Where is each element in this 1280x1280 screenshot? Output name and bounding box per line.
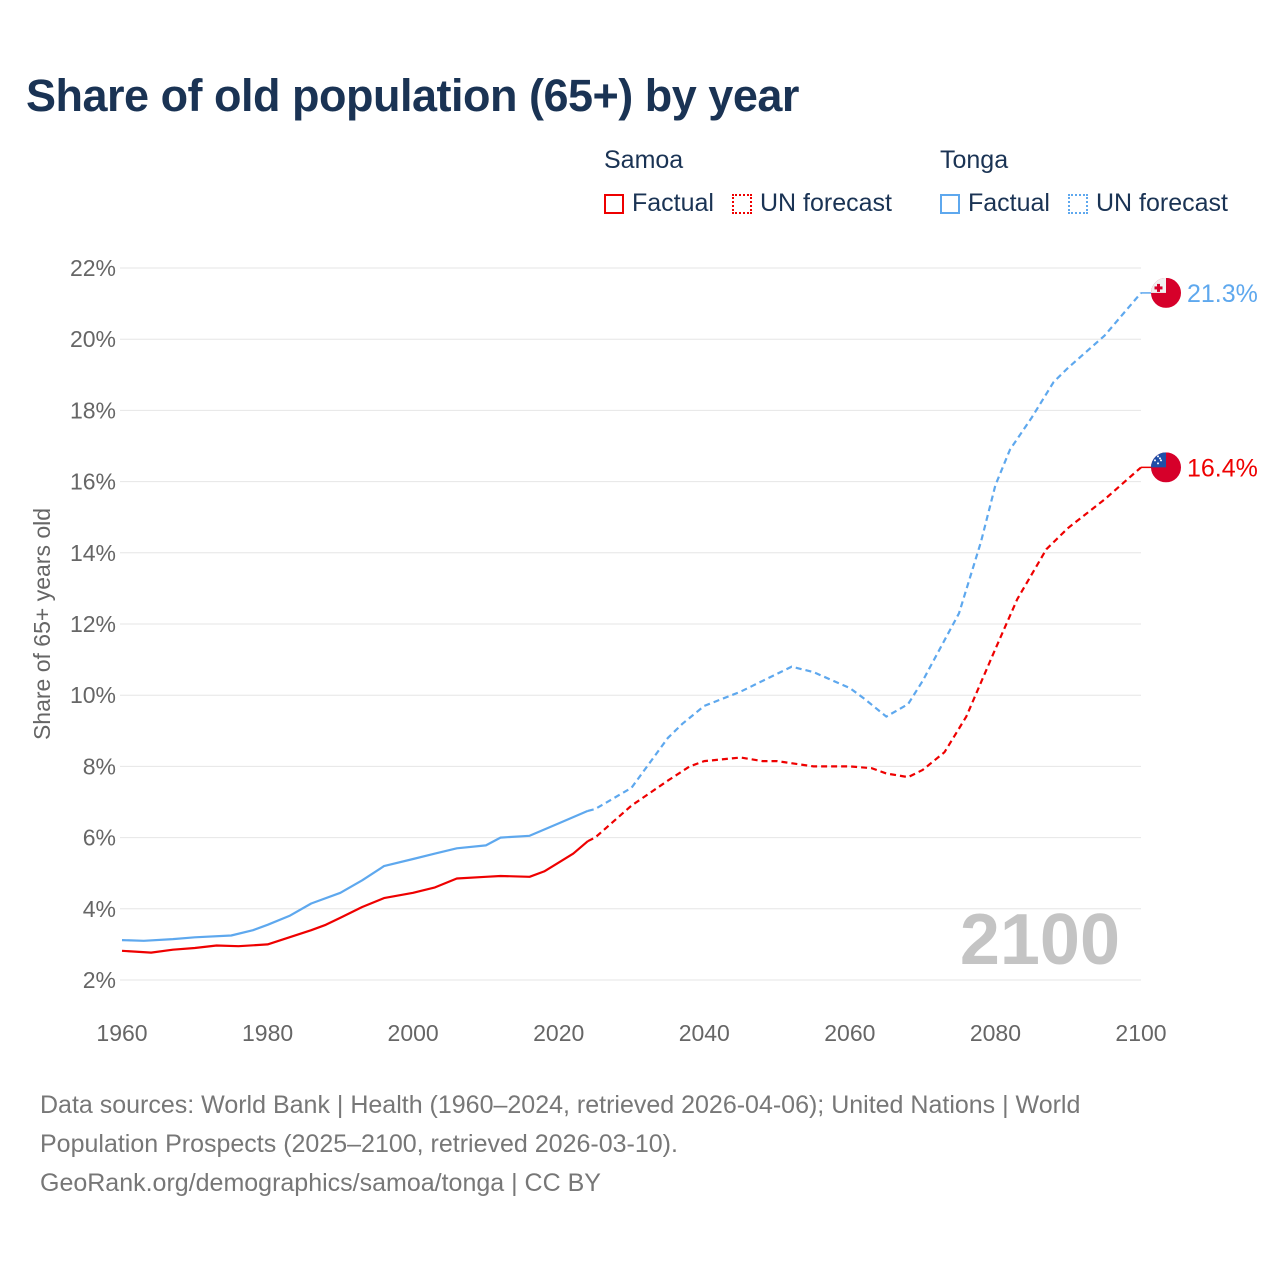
y-tick-label: 2% <box>83 967 116 993</box>
solid-swatch-icon <box>940 193 960 214</box>
legend-label: UN forecast <box>759 189 892 217</box>
legend-group-title: Tonga <box>940 146 1009 174</box>
legend-label: Factual <box>632 189 714 217</box>
footer: Data sources: World Bank | Health (1960–… <box>40 1086 1190 1203</box>
tonga-factual-line <box>121 809 589 942</box>
tonga-flag-icon <box>1151 277 1181 308</box>
samoa-factual-line <box>121 840 589 954</box>
year-watermark: 2100 <box>960 900 1120 980</box>
y-tick-label: 20% <box>70 326 116 352</box>
x-tick-label: 2080 <box>970 1020 1021 1046</box>
end-labels: 16.4% 21.3% <box>1141 277 1258 483</box>
x-tick-label: 2020 <box>533 1020 584 1046</box>
y-tick-label: 12% <box>70 611 116 637</box>
tonga-end-value: 21.3% <box>1187 280 1258 308</box>
dotted-swatch-icon <box>1067 193 1088 214</box>
gridlines <box>120 267 1141 981</box>
x-tick-label: 2000 <box>388 1020 439 1046</box>
x-axis-ticks: 1960 1980 2000 2020 2040 2060 2080 2100 <box>96 1020 1166 1046</box>
dotted-swatch-icon <box>731 193 752 214</box>
y-tick-label: 14% <box>70 540 116 566</box>
legend-item-samoa-factual[interactable]: Factual <box>604 189 714 218</box>
legend-item-samoa-forecast[interactable]: UN forecast <box>731 189 892 218</box>
y-tick-label: 10% <box>70 682 116 708</box>
x-tick-label: 2100 <box>1115 1020 1166 1046</box>
x-tick-label: 2040 <box>679 1020 730 1046</box>
legend-tonga: Tonga Factual UN forecast <box>940 146 1228 218</box>
y-tick-label: 8% <box>83 753 116 779</box>
legend-label: Factual <box>968 189 1050 217</box>
y-tick-label: 22% <box>70 255 116 281</box>
samoa-end-value: 16.4% <box>1187 454 1258 482</box>
legend-label: UN forecast <box>1095 189 1228 217</box>
data-sources: Data sources: World Bank | Health (1960–… <box>40 1091 1081 1158</box>
samoa-flag-icon <box>1151 452 1181 483</box>
x-tick-label: 1980 <box>242 1020 293 1046</box>
y-tick-label: 4% <box>83 896 116 922</box>
chart-title: Share of old population (65+) by year <box>26 70 799 121</box>
legend-samoa: Samoa Factual UN forecast <box>604 146 910 218</box>
y-axis-ticks: 2% 4% 6% 8% 10% 12% 14% 16% 18% 20% 22% <box>70 255 116 993</box>
y-tick-label: 18% <box>70 397 116 423</box>
x-tick-label: 1960 <box>96 1020 147 1046</box>
solid-swatch-icon <box>604 193 624 214</box>
y-tick-label: 16% <box>70 469 116 495</box>
legend-item-tonga-forecast[interactable]: UN forecast <box>1067 189 1228 218</box>
legend-group-title: Samoa <box>604 146 684 174</box>
tonga-forecast-line <box>587 292 1142 812</box>
legend-item-tonga-factual[interactable]: Factual <box>940 189 1050 218</box>
series-lines <box>121 292 1142 954</box>
y-axis-label: Share of 65+ years old <box>29 508 55 740</box>
source-link[interactable]: GeoRank.org/demographics/samoa/tonga | C… <box>40 1169 601 1197</box>
x-tick-label: 2060 <box>824 1020 875 1046</box>
samoa-forecast-line <box>587 466 1142 843</box>
y-tick-label: 6% <box>83 825 116 851</box>
